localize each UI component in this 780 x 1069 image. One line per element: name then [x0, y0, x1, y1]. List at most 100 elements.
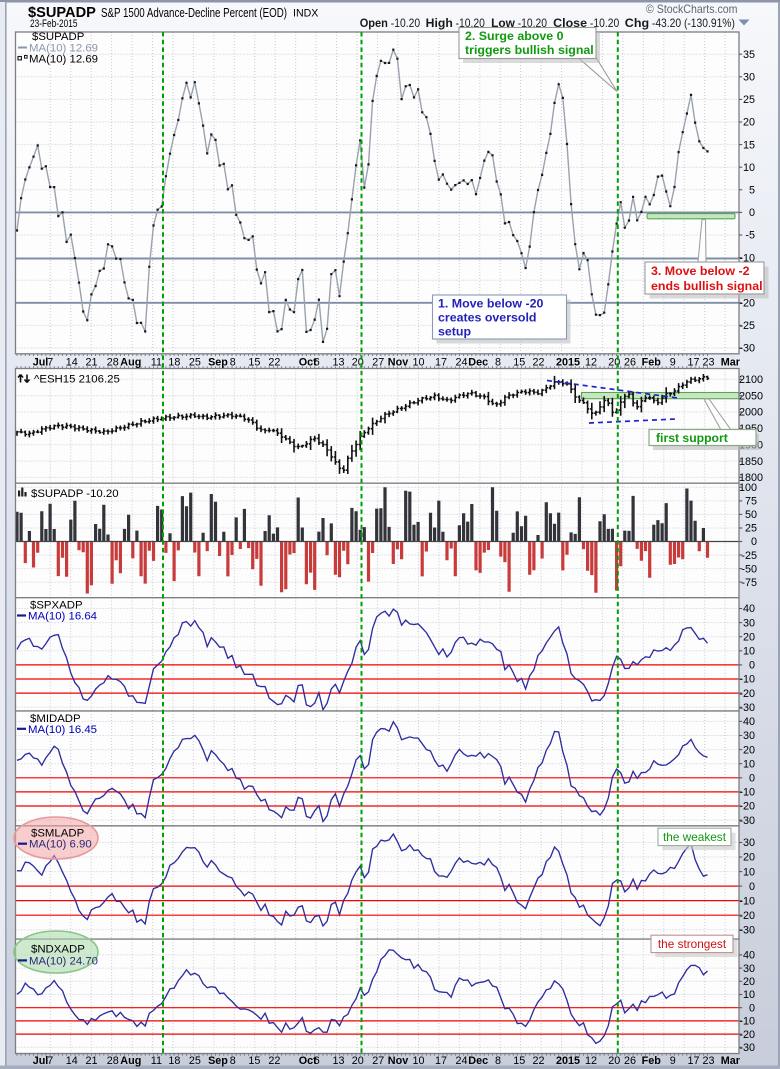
svg-text:18: 18 [168, 356, 180, 368]
svg-text:14: 14 [66, 1055, 78, 1067]
svg-text:22: 22 [532, 1055, 544, 1067]
svg-text:the weakest: the weakest [663, 830, 727, 844]
svg-text:23: 23 [702, 356, 714, 368]
svg-text:15: 15 [743, 139, 755, 151]
svg-text:Feb: Feb [642, 1055, 662, 1067]
svg-text:$SMLADP: $SMLADP [31, 827, 84, 839]
svg-text:Open: Open [360, 17, 388, 30]
svg-text:40: 40 [743, 603, 755, 615]
svg-text:10: 10 [412, 356, 424, 368]
svg-text:100: 100 [739, 482, 757, 494]
svg-text:Mar: Mar [721, 1055, 741, 1067]
svg-text:-10.20: -10.20 [518, 17, 547, 30]
svg-text:2100: 2100 [739, 374, 763, 386]
svg-text:Dec: Dec [468, 1055, 488, 1067]
svg-text:27: 27 [372, 356, 384, 368]
svg-text:35: 35 [743, 49, 755, 61]
svg-text:^ESH15 2106.25: ^ESH15 2106.25 [34, 374, 120, 386]
svg-text:26: 26 [624, 1055, 636, 1067]
svg-text:-20: -20 [739, 688, 755, 700]
svg-text:27: 27 [372, 1055, 384, 1067]
svg-text:MA(10) 16.64: MA(10) 16.64 [28, 611, 97, 623]
svg-text:17: 17 [687, 356, 699, 368]
svg-text:High: High [426, 17, 453, 30]
svg-text:28: 28 [107, 356, 119, 368]
svg-text:setup: setup [438, 325, 471, 339]
svg-text:-10: -10 [739, 674, 755, 686]
svg-text:20: 20 [743, 976, 755, 988]
svg-text:40: 40 [743, 950, 755, 962]
svg-text:0: 0 [749, 1002, 755, 1014]
svg-text:22: 22 [532, 356, 544, 368]
svg-text:-10.20: -10.20 [391, 17, 420, 30]
svg-text:21: 21 [85, 356, 97, 368]
svg-text:Feb: Feb [642, 356, 662, 368]
svg-text:MA(10) 6.90: MA(10) 6.90 [29, 839, 92, 851]
svg-text:2015: 2015 [556, 356, 580, 368]
svg-text:1850: 1850 [739, 456, 763, 468]
svg-text:9: 9 [670, 356, 676, 368]
svg-text:20: 20 [743, 631, 755, 643]
svg-text:Jul: Jul [33, 356, 49, 368]
svg-text:-10.20: -10.20 [456, 17, 485, 30]
svg-text:2015: 2015 [556, 1055, 580, 1067]
svg-text:-10: -10 [739, 1016, 755, 1028]
svg-text:8: 8 [495, 356, 501, 368]
svg-text:INDX: INDX [293, 8, 318, 20]
svg-text:6: 6 [314, 356, 320, 368]
svg-text:10: 10 [412, 1055, 424, 1067]
svg-text:Sep: Sep [208, 356, 228, 368]
svg-text:14: 14 [66, 356, 78, 368]
svg-text:ends bullish signal: ends bullish signal [651, 279, 763, 293]
svg-text:Mar: Mar [721, 356, 741, 368]
svg-text:$SUPADP: $SUPADP [28, 5, 96, 21]
svg-text:13: 13 [332, 1055, 344, 1067]
svg-text:15: 15 [248, 1055, 260, 1067]
svg-text:-30: -30 [739, 815, 755, 827]
svg-text:15: 15 [513, 1055, 525, 1067]
svg-text:MA(10) 24.70: MA(10) 24.70 [29, 955, 98, 967]
svg-text:Low: Low [491, 17, 516, 30]
svg-text:30: 30 [743, 72, 755, 84]
svg-text:1800: 1800 [739, 472, 763, 484]
svg-text:Jul: Jul [33, 1055, 49, 1067]
svg-text:30: 30 [743, 730, 755, 742]
svg-text:20: 20 [743, 117, 755, 129]
svg-text:-20: -20 [739, 298, 755, 310]
svg-text:20: 20 [608, 1055, 620, 1067]
svg-text:18: 18 [168, 1055, 180, 1067]
svg-text:20: 20 [352, 1055, 364, 1067]
svg-text:-50: -50 [741, 563, 757, 575]
svg-text:15: 15 [248, 356, 260, 368]
svg-text:22: 22 [268, 356, 280, 368]
svg-text:12: 12 [585, 356, 597, 368]
svg-text:Chg: Chg [625, 17, 649, 30]
svg-text:-5: -5 [745, 230, 755, 242]
svg-text:-20: -20 [739, 1029, 755, 1041]
svg-text:Nov: Nov [388, 1055, 408, 1067]
svg-text:-75: -75 [741, 577, 757, 589]
svg-text:2050: 2050 [739, 390, 763, 402]
svg-text:S&P 1500 Advance-Decline Perce: S&P 1500 Advance-Decline Percent (EOD) [101, 6, 287, 20]
svg-text:MA(10) 12.69: MA(10) 12.69 [29, 43, 98, 55]
svg-text:30: 30 [743, 837, 755, 849]
svg-text:7: 7 [47, 356, 53, 368]
svg-text:11: 11 [151, 356, 162, 368]
svg-text:$NDXADP: $NDXADP [31, 943, 85, 955]
svg-text:10: 10 [743, 758, 755, 770]
svg-text:5: 5 [749, 185, 755, 197]
svg-text:Sep: Sep [208, 1055, 228, 1067]
svg-text:28: 28 [107, 1055, 119, 1067]
svg-text:11: 11 [151, 1055, 162, 1067]
svg-text:30: 30 [743, 963, 755, 975]
svg-text:75: 75 [745, 496, 757, 508]
svg-text:$SUPADP: $SUPADP [32, 31, 84, 43]
svg-text:Aug: Aug [120, 356, 141, 368]
svg-text:24: 24 [455, 356, 467, 368]
svg-text:Aug: Aug [120, 1055, 141, 1067]
svg-text:-10: -10 [739, 787, 755, 799]
svg-text:-25: -25 [739, 320, 755, 332]
svg-text:10: 10 [743, 162, 755, 174]
svg-text:17: 17 [435, 356, 447, 368]
svg-text:Close: Close [553, 17, 587, 30]
